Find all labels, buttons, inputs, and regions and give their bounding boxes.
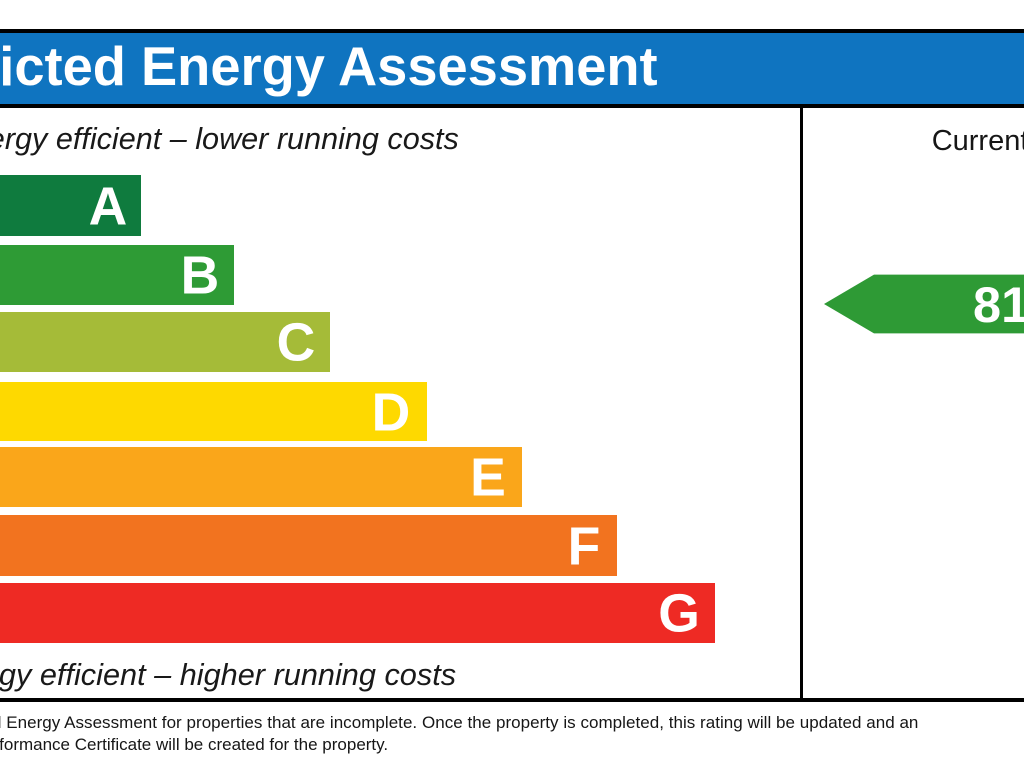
svg-text:81: 81 (973, 276, 1024, 333)
